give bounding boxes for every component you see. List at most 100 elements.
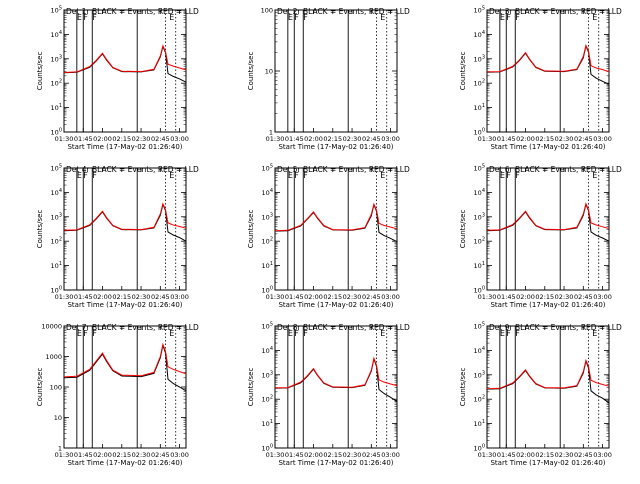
- plot-title: Det 6r BLACK = Events, RED = LLD: [489, 165, 622, 174]
- x-tick-label: 02:45: [574, 135, 593, 143]
- y-tick-label: 100: [51, 286, 62, 295]
- y-tick-label: 105: [474, 164, 485, 173]
- x-tick-label: 01:30: [478, 135, 497, 143]
- marker-letter: F: [303, 13, 308, 22]
- x-tick-label: 02:45: [151, 293, 170, 301]
- plot-frame: [486, 325, 610, 449]
- series-line-lld: [486, 358, 610, 390]
- x-tick-label: 01:30: [478, 451, 497, 459]
- x-tick-label: 02:45: [574, 293, 593, 301]
- x-axis-label: Start Time (17-May-02 01:26:40): [278, 301, 393, 309]
- x-tick-label: 02:30: [343, 135, 362, 143]
- marker-letter: E: [500, 171, 505, 180]
- y-tick-label: 100: [474, 128, 485, 137]
- plot-title: Det 7r BLACK = Events, RED = LLD: [66, 323, 199, 332]
- x-tick-label: 01:45: [497, 135, 516, 143]
- y-tick-label: 102: [51, 237, 62, 246]
- plot-title: Det 5r BLACK = Events, RED = LLD: [277, 165, 410, 174]
- x-axis-label: Start Time (17-May-02 01:26:40): [67, 459, 182, 467]
- x-tick-label: 02:15: [112, 451, 131, 459]
- y-tick-label: 102: [474, 79, 485, 88]
- x-tick-label: 01:30: [55, 293, 74, 301]
- x-tick-label: 02:00: [93, 135, 112, 143]
- plot-title: Det 9r BLACK = Events, RED = LLD: [489, 323, 622, 332]
- x-tick-label: 01:30: [266, 451, 285, 459]
- x-tick-label: 02:30: [343, 293, 362, 301]
- x-tick-label: 02:45: [362, 293, 381, 301]
- x-tick-label: 03:00: [381, 135, 400, 143]
- marker-letter: F: [506, 171, 511, 180]
- panel-2: Det 2r BLACK = Events, RED = LLD 01:30 01:…: [247, 7, 410, 152]
- marker-letter: E: [288, 329, 293, 338]
- y-axis-label: Counts/sec: [459, 368, 467, 407]
- x-axis-label: Start Time (17-May-02 01:26:40): [278, 143, 393, 151]
- series-line-lld: [274, 202, 398, 232]
- x-tick-label: 02:00: [516, 135, 535, 143]
- marker-letter: E: [592, 329, 597, 338]
- x-tick-label: 02:15: [535, 135, 554, 143]
- marker-letter: F: [515, 171, 520, 180]
- y-tick-label: 104: [474, 30, 485, 39]
- plot-frame: [486, 9, 610, 133]
- y-tick-label: 105: [262, 164, 273, 173]
- x-tick-label: 03:00: [593, 135, 612, 143]
- x-tick-label: 02:30: [555, 451, 574, 459]
- y-axis-label: Counts/sec: [459, 210, 467, 249]
- plot-frame: [274, 167, 398, 291]
- marker-letter: E: [288, 171, 293, 180]
- x-tick-label: 01:45: [74, 135, 93, 143]
- x-axis-label: Start Time (17-May-02 01:26:40): [490, 459, 605, 467]
- x-tick-label: 02:00: [304, 135, 323, 143]
- x-tick-label: 03:00: [593, 293, 612, 301]
- marker-letter: E: [500, 13, 505, 22]
- marker-letter: F: [83, 13, 88, 22]
- y-tick-label: 101: [262, 261, 273, 270]
- x-tick-label: 02:00: [516, 451, 535, 459]
- y-tick-label: 104: [51, 188, 62, 197]
- panel-3: Det 3r BLACK = Events, RED = LLD 01:30 01:…: [459, 6, 622, 152]
- y-tick-label: 100: [51, 128, 62, 137]
- x-tick-label: 01:30: [478, 293, 497, 301]
- y-tick-label: 102: [474, 237, 485, 246]
- y-axis-label: Counts/sec: [36, 368, 44, 407]
- x-axis-label: Start Time (17-May-02 01:26:40): [490, 301, 605, 309]
- plot-frame: [274, 9, 398, 133]
- y-tick-label: 105: [474, 322, 485, 331]
- y-tick-label: 100: [262, 286, 273, 295]
- marker-letter: F: [92, 171, 97, 180]
- x-tick-label: 02:30: [555, 135, 574, 143]
- x-tick-label: 02:15: [112, 135, 131, 143]
- x-tick-label: 02:15: [323, 293, 342, 301]
- series-line-lld: [486, 202, 610, 231]
- y-tick-label: 100: [261, 7, 273, 15]
- x-tick-label: 03:00: [381, 451, 400, 459]
- y-tick-label: 104: [51, 30, 62, 39]
- marker-letter: E: [380, 13, 385, 22]
- marker-letter: E: [380, 171, 385, 180]
- x-tick-label: 02:30: [555, 293, 574, 301]
- y-tick-label: 105: [51, 6, 62, 15]
- series-line-lld: [63, 342, 187, 378]
- x-tick-label: 02:15: [112, 293, 131, 301]
- y-tick-label: 100: [262, 444, 273, 453]
- marker-letter: E: [77, 13, 82, 22]
- marker-letter: F: [303, 329, 308, 338]
- panel-9: Det 9r BLACK = Events, RED = LLD 01:30 01:…: [459, 322, 622, 468]
- marker-letter: E: [169, 171, 174, 180]
- x-tick-label: 02:15: [535, 293, 554, 301]
- x-tick-label: 03:00: [170, 451, 189, 459]
- series-line-lld: [63, 44, 187, 73]
- series-line-lld: [486, 44, 610, 73]
- x-tick-label: 02:00: [516, 293, 535, 301]
- y-axis-label: Counts/sec: [36, 210, 44, 249]
- marker-letter: E: [500, 329, 505, 338]
- plot-frame: [486, 167, 610, 291]
- y-tick-label: 10: [54, 414, 62, 422]
- x-tick-label: 02:00: [304, 293, 323, 301]
- marker-letter: F: [294, 329, 299, 338]
- y-tick-label: 1000: [45, 353, 62, 361]
- plot-frame: [63, 9, 187, 133]
- marker-letter: E: [77, 329, 82, 338]
